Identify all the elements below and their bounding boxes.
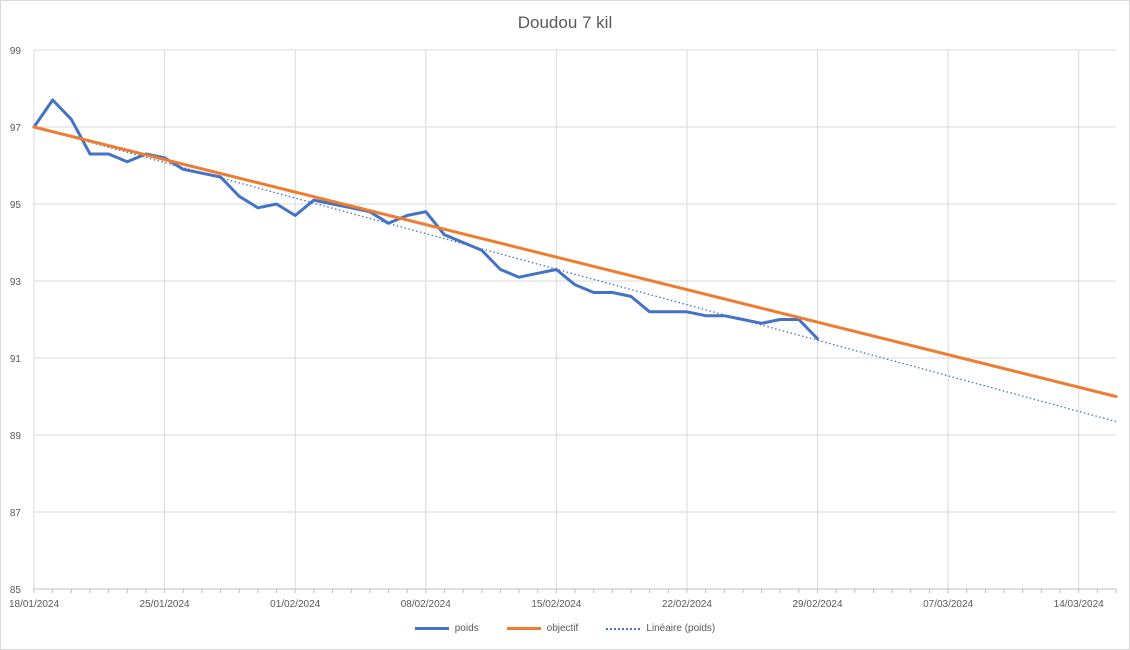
x-tick-label: 07/03/2024 bbox=[923, 599, 973, 610]
series-line-lin-aire-poids bbox=[33, 126, 1117, 423]
x-tick-label: 29/02/2024 bbox=[792, 599, 842, 610]
x-tick-label: 15/02/2024 bbox=[531, 599, 581, 610]
legend-label-poids: poids bbox=[454, 623, 479, 634]
chart-title: Doudou 7 kil bbox=[517, 13, 613, 32]
y-tick-label: 97 bbox=[10, 123, 22, 134]
legend-item-poids: poids bbox=[414, 623, 479, 634]
series-line-objectif bbox=[32, 125, 1118, 398]
legend-swatch-lineaire bbox=[606, 627, 641, 630]
y-tick-label: 93 bbox=[10, 277, 22, 288]
x-tick-label: 08/02/2024 bbox=[401, 599, 451, 610]
legend-label-lineaire: Linéaire (poids) bbox=[646, 623, 716, 634]
legend-swatch-poids bbox=[414, 627, 449, 630]
legend-item-lineaire: Linéaire (poids) bbox=[606, 623, 715, 634]
legend-label-objectif: objectif bbox=[546, 623, 579, 634]
y-tick-label: 85 bbox=[10, 585, 22, 596]
chart-legend: poids objectif Linéaire (poids) bbox=[1, 623, 1129, 634]
x-tick-label: 18/01/2024 bbox=[9, 599, 59, 610]
y-tick-label: 87 bbox=[10, 508, 22, 519]
x-tick-label: 22/02/2024 bbox=[662, 599, 712, 610]
x-tick-label: 14/03/2024 bbox=[1054, 599, 1104, 610]
legend-item-objectif: objectif bbox=[506, 623, 579, 634]
y-tick-label: 89 bbox=[10, 431, 22, 442]
legend-swatch-objectif bbox=[506, 627, 541, 630]
y-tick-label: 95 bbox=[10, 200, 22, 211]
y-tick-label: 91 bbox=[10, 354, 22, 365]
x-tick-label: 25/01/2024 bbox=[140, 599, 190, 610]
series-line-poids bbox=[32, 98, 819, 341]
x-tick-label: 01/02/2024 bbox=[270, 599, 320, 610]
y-tick-label: 99 bbox=[10, 46, 22, 57]
